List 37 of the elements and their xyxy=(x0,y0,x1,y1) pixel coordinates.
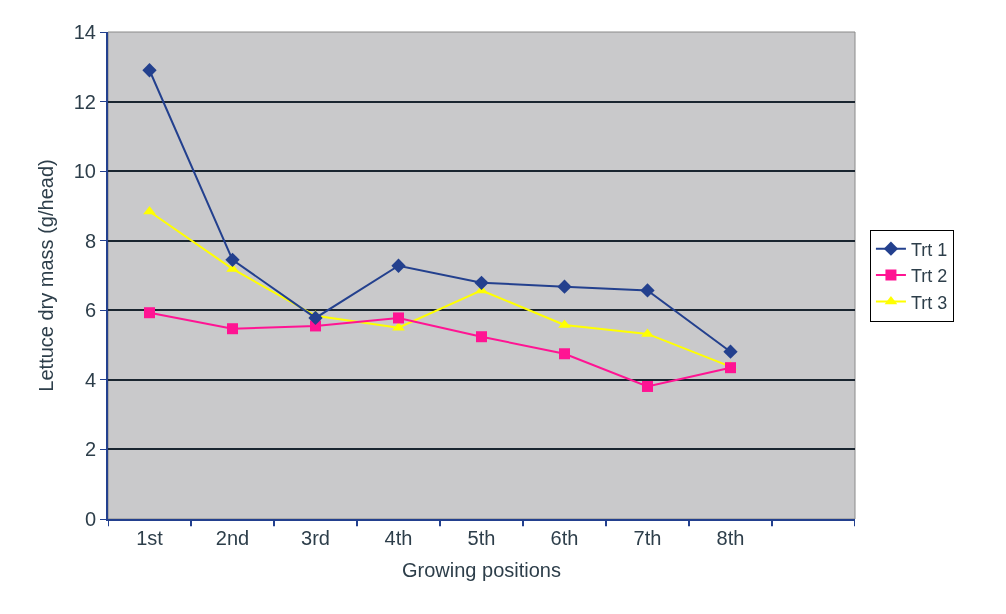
x-tick-label: 8th xyxy=(716,527,745,549)
point xyxy=(725,362,736,374)
point xyxy=(144,307,155,319)
point xyxy=(476,331,487,343)
point xyxy=(225,252,240,267)
point xyxy=(393,312,404,324)
point xyxy=(723,344,738,359)
y-tick-label: 4 xyxy=(84,368,96,391)
y-tick-label: 2 xyxy=(84,438,96,461)
x-tick-label: 1st xyxy=(136,527,164,549)
point xyxy=(559,348,570,360)
legend-label: Trt 1 xyxy=(910,239,948,260)
point xyxy=(640,283,655,298)
point xyxy=(642,380,653,392)
legend-label: Trt 2 xyxy=(910,266,948,287)
point xyxy=(142,63,157,78)
y-tick-label: 6 xyxy=(84,299,96,322)
x-tick-label: 3rd xyxy=(301,527,330,549)
point xyxy=(474,275,489,290)
point xyxy=(308,310,323,326)
y-axis-title: Lettuce dry mass (g/head) xyxy=(34,159,57,392)
x-tick-label: 5th xyxy=(467,527,496,549)
x-axis-title: Growing positions xyxy=(402,559,561,581)
point xyxy=(391,258,406,273)
point xyxy=(557,279,572,294)
legend-label: Trt 3 xyxy=(910,292,948,313)
x-tick-label: 6th xyxy=(550,527,579,549)
point xyxy=(227,323,238,335)
y-tick-label: 12 xyxy=(73,90,96,113)
y-tick-label: 14 xyxy=(73,21,96,43)
y-tick-label: 10 xyxy=(73,160,96,183)
x-tick-label: 4th xyxy=(384,527,413,549)
point xyxy=(143,205,156,215)
y-tick-label: 8 xyxy=(84,229,96,252)
x-tick-label: 7th xyxy=(633,527,662,549)
x-tick-label: 2nd xyxy=(215,527,250,549)
y-tick-label: 0 xyxy=(84,508,96,530)
